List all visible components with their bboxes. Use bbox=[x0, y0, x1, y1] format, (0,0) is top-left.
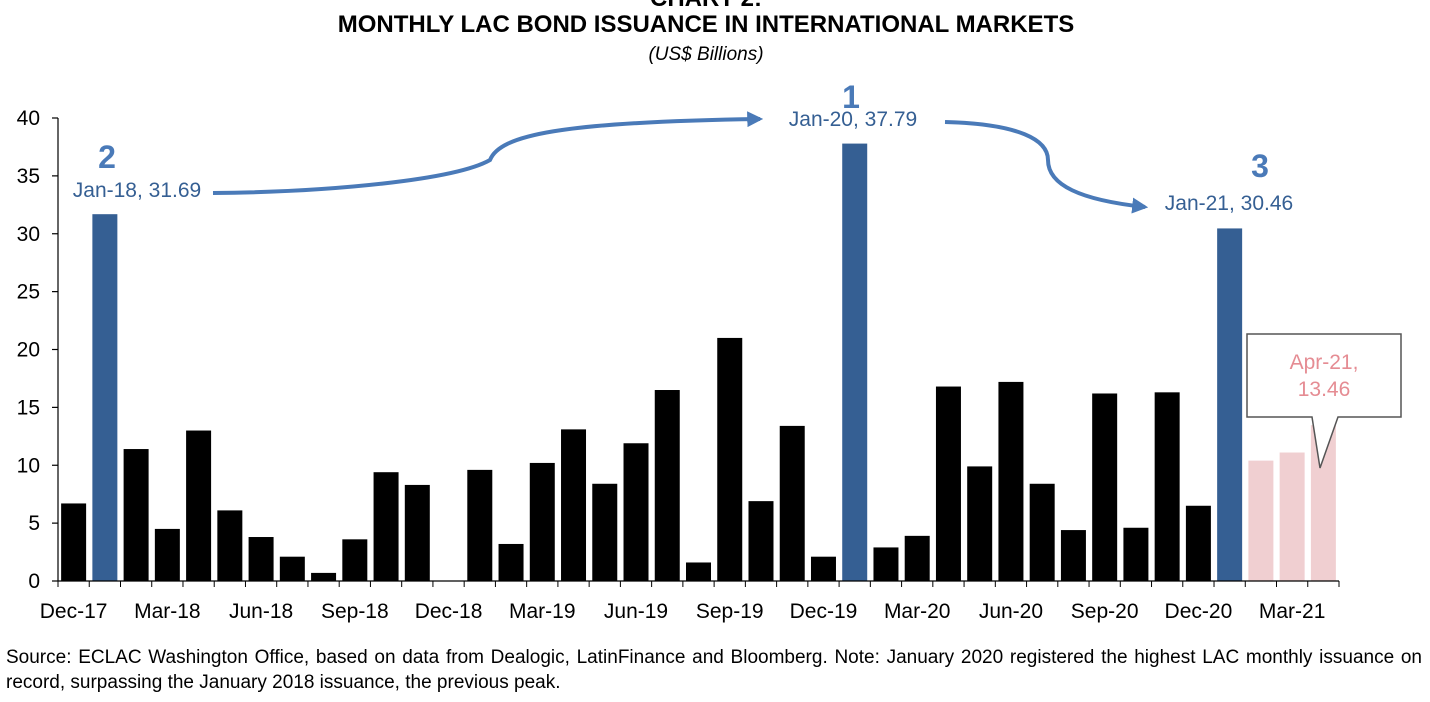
x-tick-label: Jun-20 bbox=[979, 600, 1043, 623]
x-tick-label: Sep-19 bbox=[696, 600, 764, 623]
y-tick-label: 20 bbox=[17, 339, 40, 362]
bar-may-19 bbox=[592, 483, 618, 581]
callout-box: Apr-21, 13.46 bbox=[1246, 333, 1402, 469]
bar-sep-20 bbox=[1092, 393, 1118, 581]
bar-apr-19 bbox=[561, 429, 587, 581]
y-tick-label: 10 bbox=[17, 454, 40, 477]
chart-title: MONTHLY LAC BOND ISSUANCE IN INTERNATION… bbox=[337, 11, 1075, 38]
bar-nov-20 bbox=[1154, 392, 1180, 581]
annotation-label: Jan-18, 31.69 bbox=[73, 179, 201, 202]
x-tick-label: Mar-19 bbox=[509, 600, 576, 623]
bar-jan-21 bbox=[1217, 228, 1243, 581]
x-axis: Dec-17 Mar-18 Jun-18 Sep-18 Dec-18 Mar-19 Jun-… bbox=[40, 580, 1340, 623]
y-tick-label: 30 bbox=[17, 223, 40, 246]
bar-aug-20 bbox=[1060, 530, 1086, 581]
bar-mar-20 bbox=[904, 535, 930, 581]
bar-mar-21 bbox=[1279, 452, 1305, 581]
bar-jun-19 bbox=[623, 443, 649, 581]
bar-chart: 0 5 10 15 20 25 30 35 40 Dec-17 Mar-18 Jun-18 Sep-1… bbox=[17, 79, 1402, 623]
bar-jul-20 bbox=[1029, 483, 1055, 581]
bar-jun-18 bbox=[248, 537, 274, 581]
x-tick-label: Jun-18 bbox=[229, 600, 293, 623]
x-tick-label: Dec-20 bbox=[1165, 600, 1233, 623]
bar-jan-19 bbox=[467, 469, 493, 581]
y-tick-label: 35 bbox=[17, 165, 40, 188]
bar-oct-18 bbox=[373, 472, 399, 581]
bar-jun-20 bbox=[998, 381, 1024, 581]
bar-feb-20 bbox=[873, 547, 899, 581]
chart-subtitle: (US$ Billions) bbox=[648, 44, 764, 65]
y-tick-label: 0 bbox=[28, 570, 40, 593]
x-tick-label: Dec-17 bbox=[40, 600, 108, 623]
bar-sep-19 bbox=[717, 337, 743, 581]
x-tick-label: Jun-19 bbox=[604, 600, 668, 623]
bar-nov-18 bbox=[404, 484, 430, 581]
bar-jan-20 bbox=[842, 143, 868, 581]
x-tick-label: Sep-18 bbox=[321, 600, 389, 623]
x-tick-label: Sep-20 bbox=[1071, 600, 1139, 623]
y-tick-label: 25 bbox=[17, 281, 40, 304]
bar-oct-19 bbox=[748, 501, 774, 581]
bar-mar-19 bbox=[529, 462, 555, 581]
x-tick-label: Mar-21 bbox=[1259, 600, 1326, 623]
bar-jul-19 bbox=[654, 390, 680, 581]
bar-may-20 bbox=[967, 466, 993, 581]
bar-apr-18 bbox=[186, 430, 212, 581]
bar-feb-18 bbox=[123, 449, 149, 581]
y-tick-label: 15 bbox=[17, 396, 40, 419]
rank-label: 3 bbox=[1251, 148, 1269, 184]
chart-title-top: CHART 2: bbox=[0, 0, 1412, 13]
x-tick-label: Dec-18 bbox=[415, 600, 483, 623]
x-tick-label: Dec-19 bbox=[790, 600, 858, 623]
bar-dec-19 bbox=[810, 556, 836, 581]
annotation-label: Jan-20, 37.79 bbox=[789, 108, 917, 131]
ranking-arrow-left bbox=[212, 111, 764, 195]
bar-aug-19 bbox=[686, 562, 711, 581]
source-footnote: Source: ECLAC Washington Office, based o… bbox=[6, 647, 1422, 693]
bar-jul-18 bbox=[279, 556, 305, 581]
bars bbox=[61, 143, 1336, 582]
bar-apr-20 bbox=[935, 386, 961, 581]
bar-feb-21 bbox=[1248, 460, 1274, 581]
x-tick-label: Mar-20 bbox=[884, 600, 951, 623]
rank-label: 2 bbox=[98, 139, 116, 175]
bar-dec-17 bbox=[61, 503, 87, 581]
y-axis: 0 5 10 15 20 25 30 35 40 bbox=[17, 107, 59, 593]
callout-label-line1: Apr-21, bbox=[1290, 351, 1359, 374]
bar-mar-18 bbox=[154, 528, 180, 581]
rank-label: 1 bbox=[842, 79, 860, 115]
bar-sep-18 bbox=[342, 539, 368, 581]
bar-dec-20 bbox=[1185, 505, 1211, 581]
bar-aug-18 bbox=[311, 572, 337, 581]
bar-jan-18 bbox=[92, 214, 118, 582]
callout-bubble bbox=[1246, 333, 1402, 469]
bar-nov-19 bbox=[779, 425, 805, 581]
callout-label-line2: 13.46 bbox=[1298, 378, 1351, 401]
bar-may-18 bbox=[217, 510, 243, 581]
y-tick-label: 5 bbox=[28, 512, 40, 535]
ranking-arrow-right bbox=[944, 120, 1149, 214]
y-tick-label: 40 bbox=[17, 107, 40, 130]
x-tick-label: Mar-18 bbox=[134, 600, 201, 623]
bar-oct-20 bbox=[1123, 527, 1149, 581]
bar-feb-19 bbox=[498, 543, 524, 581]
annotation-label: Jan-21, 30.46 bbox=[1165, 192, 1293, 215]
